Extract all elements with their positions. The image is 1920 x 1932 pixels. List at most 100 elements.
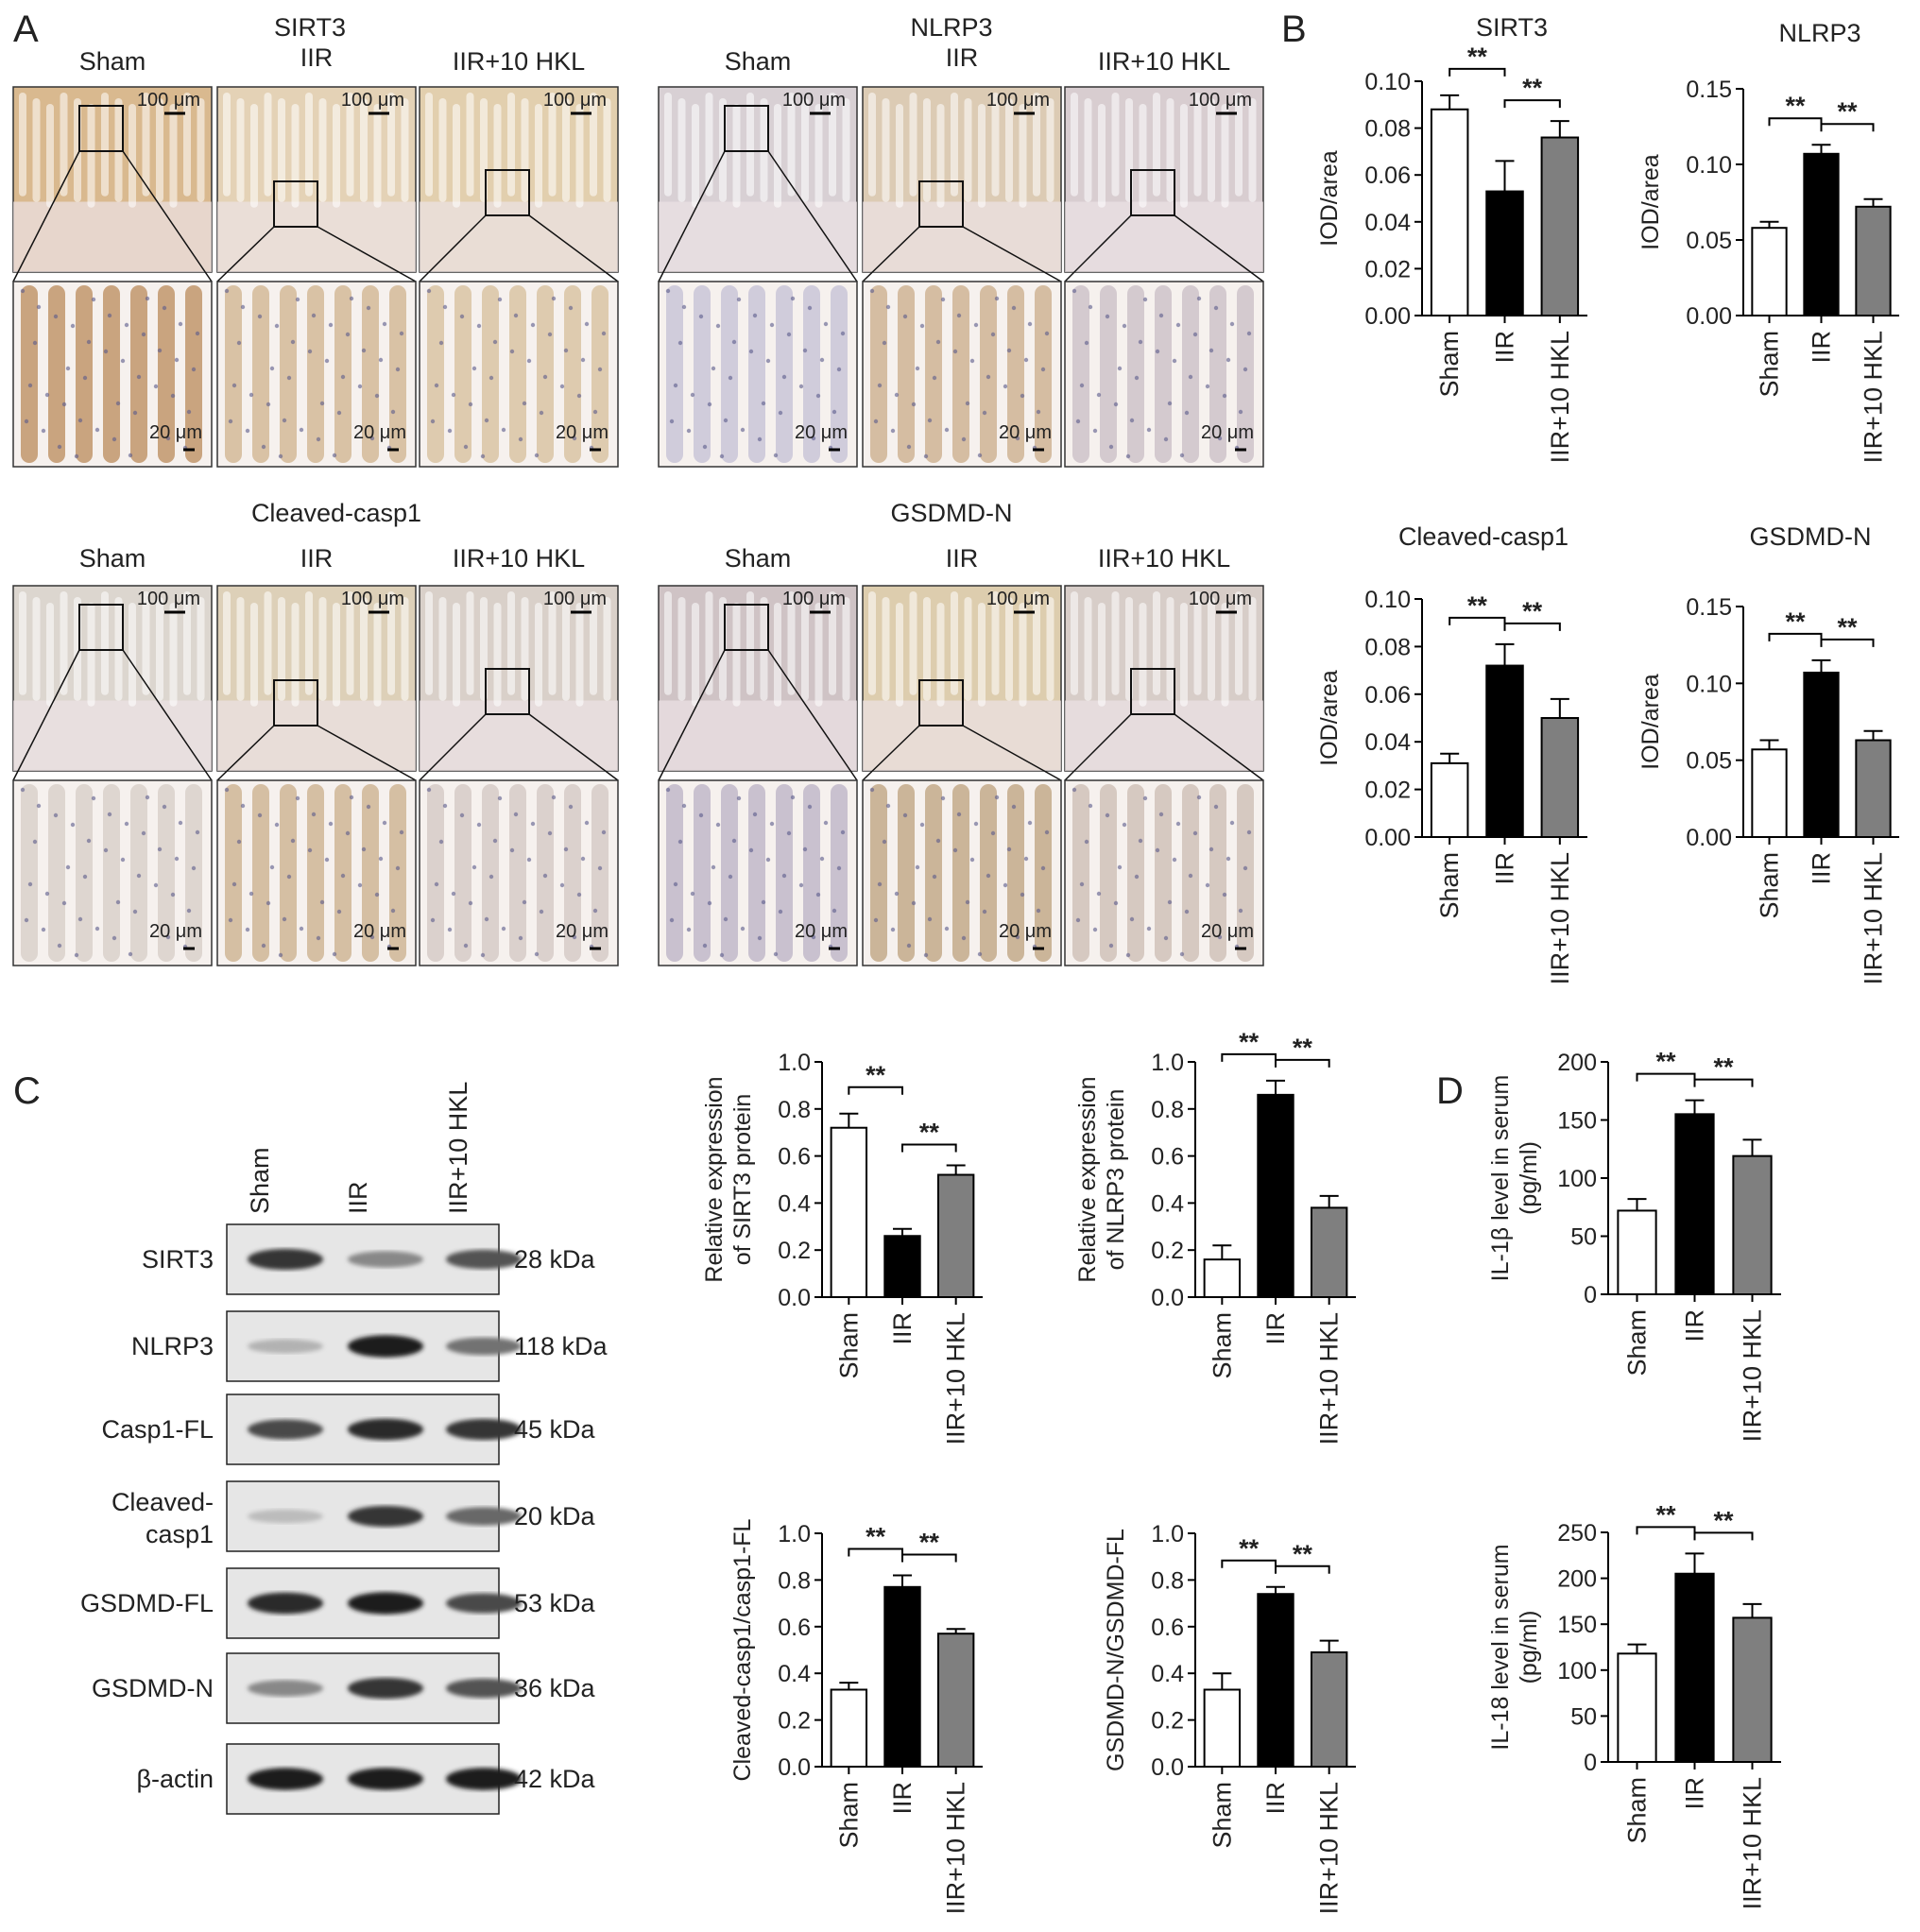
- villus-gap: [521, 597, 529, 701]
- chart-c_casp1: 0.0 0.2 0.4 0.6 0.8 1.0 Cleaved-casp1/casp1-FL…: [729, 1518, 983, 1914]
- x-tick-label: IIR: [1261, 1312, 1290, 1345]
- villus-tissue: [307, 285, 324, 463]
- nucleus-dot: [430, 419, 436, 424]
- lane-label: Sham: [246, 1147, 274, 1214]
- nucleus-dot: [107, 313, 112, 318]
- bar: [1751, 748, 1788, 839]
- nucleus-dot: [492, 838, 498, 844]
- villus-tissue: [21, 784, 38, 962]
- nucleus-dot: [1209, 348, 1214, 353]
- blot-row: NLRP3 118 kDa: [131, 1310, 609, 1382]
- group-label: Sham: [79, 47, 146, 76]
- villus-tissue: [389, 784, 406, 962]
- nucleus-dot: [447, 927, 453, 932]
- panel-c-western-blot: Sham IIR IIR+10 HKL SIRT3 28 kDa NLRP3 118 kDa…: [80, 1082, 609, 1815]
- x-tick-label: IIR: [888, 1782, 917, 1815]
- scale-label: 20 μm: [556, 921, 609, 942]
- bar: [1310, 1650, 1348, 1768]
- zoom-line: [122, 649, 213, 781]
- kda-label: 36 kDa: [514, 1674, 596, 1702]
- nucleus-dot: [944, 926, 950, 932]
- villus-gap: [923, 597, 931, 701]
- y-tick-label: 1.0: [1151, 1050, 1184, 1076]
- scale-label: 100 μm: [782, 589, 846, 609]
- protein-label: SIRT3: [142, 1245, 214, 1274]
- nucleus-dot: [1020, 393, 1025, 399]
- villus-gap: [896, 603, 903, 707]
- nucleus-dot: [1196, 795, 1202, 800]
- villus-gap: [732, 603, 741, 707]
- scale-label: 20 μm: [149, 921, 202, 942]
- villus-tissue: [1209, 784, 1226, 962]
- y-axis-label: of SIRT3 protein: [729, 1094, 756, 1266]
- nucleus-dot: [65, 864, 71, 870]
- nucleus-dot: [489, 375, 494, 381]
- y-tick-label: 0.04: [1364, 729, 1411, 756]
- nucleus-dot: [74, 952, 79, 958]
- micrograph-overview: 100 μm: [862, 585, 1062, 781]
- bar: [1674, 1113, 1715, 1295]
- nucleus-dot: [932, 874, 937, 880]
- nucleus-dot: [1163, 935, 1169, 941]
- nucleus-dot: [1084, 340, 1089, 346]
- zoom-line: [419, 713, 487, 781]
- nucleus-dot: [1011, 305, 1017, 311]
- nucleus-dot: [836, 865, 842, 871]
- x-tick-label: IIR+10 HKL: [942, 1312, 970, 1445]
- nucleus-dot: [815, 892, 821, 898]
- nucleus-dot: [736, 297, 742, 302]
- nucleus-dot: [295, 795, 300, 801]
- nucleus-dot: [840, 331, 846, 336]
- nucleus-dot: [91, 297, 96, 302]
- scale-label: 20 μm: [353, 921, 406, 942]
- nucleus-dot: [740, 926, 746, 932]
- nucleus-dot: [378, 357, 384, 363]
- nucleus-dot: [324, 358, 330, 364]
- villus-gap: [1111, 591, 1120, 695]
- villus-gap: [1248, 98, 1257, 202]
- nucleus-dot: [153, 384, 159, 389]
- nucleus-dot: [919, 822, 925, 828]
- zoom-line: [317, 226, 417, 282]
- nucleus-dot: [1027, 321, 1033, 327]
- villus-tissue: [694, 784, 711, 962]
- nucleus-dot: [915, 366, 920, 371]
- chart-title: GSDMD-N: [1750, 522, 1872, 551]
- nucleus-dot: [518, 436, 523, 442]
- nucleus-dot: [1003, 384, 1008, 389]
- nucleus-dot: [902, 812, 908, 818]
- villus-tissue: [870, 784, 887, 962]
- nucleus-dot: [530, 821, 536, 827]
- protein-label: Casp1-FL: [101, 1415, 214, 1444]
- micrograph-zoom: 20 μm: [658, 779, 858, 966]
- nucleus-dot: [982, 909, 987, 915]
- nucleus-dot: [927, 916, 933, 922]
- nucleus-dot: [526, 857, 532, 863]
- protein-band: [348, 1677, 423, 1700]
- chart-d_il1b: 0 50 100 150 200 IL-1β level in serum (pg/ml) S…: [1487, 1048, 1781, 1442]
- nucleus-dot: [228, 419, 233, 424]
- nucleus-dot: [261, 943, 266, 949]
- nucleus-dot: [769, 322, 775, 328]
- nucleus-dot: [994, 296, 1000, 301]
- villus-gap: [664, 93, 672, 197]
- bar: [1803, 671, 1840, 838]
- y-tick-label: 0.00: [1364, 825, 1411, 851]
- zoom-line: [1064, 713, 1132, 781]
- villus-gap: [575, 104, 584, 208]
- villus-gap: [387, 591, 395, 695]
- nucleus-dot: [1192, 830, 1198, 836]
- villus-gap: [842, 98, 850, 202]
- villus-tissue: [509, 784, 526, 962]
- nucleus-dot: [1023, 357, 1029, 363]
- nucleus-dot: [480, 952, 486, 958]
- villus-gap: [507, 93, 515, 197]
- villus-gap: [760, 597, 768, 701]
- bar: [1674, 1572, 1715, 1763]
- nucleus-dot: [551, 795, 557, 800]
- nucleus-dot: [728, 375, 733, 381]
- villus-gap: [590, 93, 597, 197]
- nucleus-dot: [382, 321, 387, 327]
- villus-gap: [1153, 591, 1160, 695]
- villus-tissue: [454, 285, 471, 463]
